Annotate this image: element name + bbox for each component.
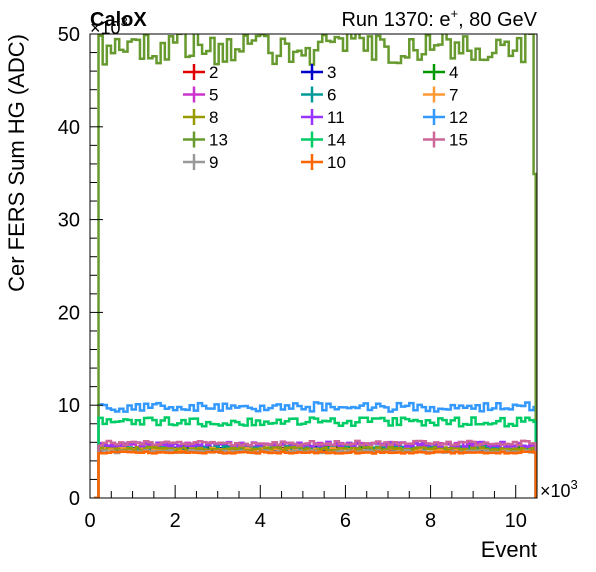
legend-entry-10: 10 bbox=[301, 153, 346, 172]
y-tick-label: 10 bbox=[58, 395, 80, 417]
y-multiplier-exp: 3 bbox=[121, 14, 128, 29]
run-label: Run 1370: e+, 80 GeV bbox=[341, 6, 537, 31]
legend-label: 2 bbox=[209, 63, 218, 82]
legend-label: 11 bbox=[327, 108, 345, 127]
x-tick-label: 4 bbox=[255, 510, 266, 532]
series-line-7 bbox=[94, 446, 537, 498]
plot-frame bbox=[89, 33, 538, 499]
legend-label: 7 bbox=[449, 86, 458, 105]
legend-entry-3: 3 bbox=[301, 63, 336, 82]
x-tick-label: 10 bbox=[505, 510, 527, 532]
legend-entry-2: 2 bbox=[183, 63, 218, 82]
y-multiplier: ×103 bbox=[90, 14, 128, 38]
legend-entry-11: 11 bbox=[301, 108, 345, 127]
legend-entry-12: 12 bbox=[423, 108, 468, 127]
x-tick-label: 6 bbox=[340, 510, 351, 532]
series-line-13 bbox=[94, 34, 537, 498]
series-line-8 bbox=[94, 445, 537, 498]
x-axis-title: Event bbox=[481, 537, 537, 562]
legend-label: 9 bbox=[209, 153, 218, 172]
series-line-15 bbox=[94, 439, 537, 498]
legend-label: 4 bbox=[449, 63, 458, 82]
series-layer bbox=[94, 34, 537, 498]
y-tick-label: 0 bbox=[69, 488, 80, 510]
series-line-9 bbox=[94, 448, 537, 498]
y-tick-label: 30 bbox=[58, 210, 80, 232]
run-label-main: Run 1370: e bbox=[341, 9, 450, 31]
legend-label: 12 bbox=[449, 108, 468, 127]
x-tick-label: 2 bbox=[170, 510, 181, 532]
legend-label: 13 bbox=[209, 131, 228, 150]
legend-entry-5: 5 bbox=[183, 86, 218, 105]
legend-label: 6 bbox=[327, 86, 336, 105]
y-tick-label: 20 bbox=[58, 302, 80, 324]
legend-label: 8 bbox=[209, 108, 218, 127]
legend-entry-6: 6 bbox=[301, 86, 336, 105]
series-line-14 bbox=[94, 416, 537, 498]
y-axis-title: Cer FERS Sum HG (ADC) bbox=[4, 34, 29, 292]
experiment-label: CaloX bbox=[90, 9, 147, 31]
legend-label: 15 bbox=[449, 131, 468, 150]
series-line-3 bbox=[94, 445, 537, 498]
x-multiplier: ×103 bbox=[540, 477, 578, 501]
legend-entry-8: 8 bbox=[183, 108, 218, 127]
legend-label: 3 bbox=[327, 63, 336, 82]
legend-label: 10 bbox=[327, 153, 346, 172]
x-multiplier-base: ×10 bbox=[540, 481, 571, 501]
legend-entry-14: 14 bbox=[301, 131, 346, 150]
series-line-10 bbox=[94, 450, 537, 498]
series-line-2 bbox=[94, 446, 537, 498]
y-multiplier-base: ×10 bbox=[90, 18, 121, 38]
legend-label: 5 bbox=[209, 86, 218, 105]
legend-entry-15: 15 bbox=[423, 131, 468, 150]
y-tick-label: 40 bbox=[58, 117, 80, 139]
run-label-suffix: , 80 GeV bbox=[458, 9, 538, 31]
x-multiplier-exp: 3 bbox=[571, 477, 578, 492]
x-tick-label: 8 bbox=[425, 510, 436, 532]
legend-entry-9: 9 bbox=[183, 153, 218, 172]
series-line-12 bbox=[94, 401, 537, 498]
x-tick-label: 0 bbox=[84, 510, 95, 532]
legend: 2 3 4 5 6 7 8 11 12 13 14 15 9 10 bbox=[183, 63, 468, 172]
tick-layer: 0 2 4 6 8 10 0 10 20 30 40 50 bbox=[58, 24, 538, 532]
legend-entry-7: 7 bbox=[423, 86, 458, 105]
run-label-sup: + bbox=[450, 6, 458, 21]
y-tick-label: 50 bbox=[58, 24, 80, 46]
legend-label: 14 bbox=[327, 131, 346, 150]
legend-entry-13: 13 bbox=[183, 131, 228, 150]
legend-entry-4: 4 bbox=[423, 63, 458, 82]
